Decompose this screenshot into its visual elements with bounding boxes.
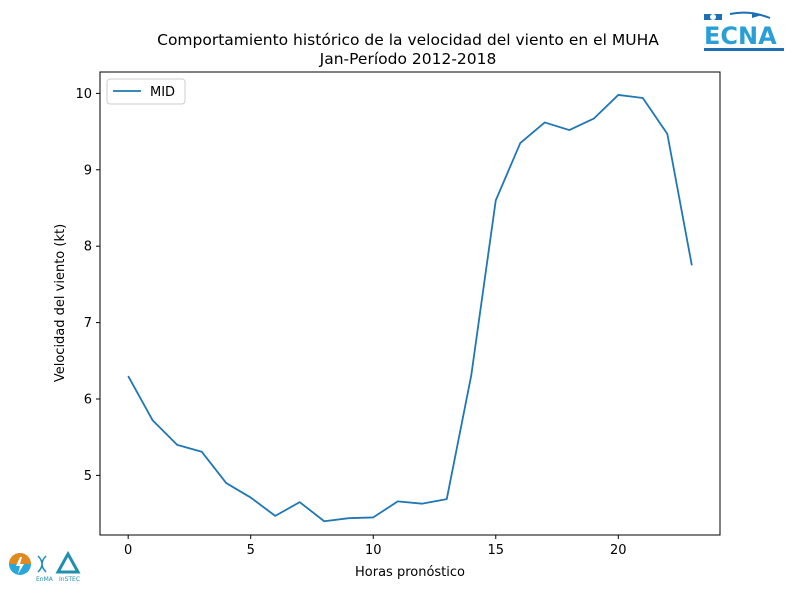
- x-axis-label: Horas pronóstico: [355, 565, 465, 580]
- series-line-mid: [127, 94, 693, 523]
- y-axis-ticks: 5 6 7 8 9 10: [75, 87, 100, 484]
- ecna-logo: ECNA: [700, 8, 788, 56]
- series-layer: [127, 94, 693, 523]
- ecna-logo-text: ECNA: [704, 22, 777, 50]
- y-tick-label: 7: [84, 316, 92, 331]
- x-tick-label: 20: [610, 543, 627, 558]
- x-tick-label: 15: [487, 543, 504, 558]
- y-tick-label: 10: [75, 87, 92, 102]
- ecna-logo-mark: ECNA: [704, 11, 784, 51]
- x-tick-label: 0: [124, 543, 132, 558]
- y-axis-label: Velocidad del viento (kt): [53, 224, 68, 382]
- enma-instec-logo-mark: EnMA InSTEC: [9, 550, 81, 583]
- y-tick-label: 9: [84, 163, 92, 178]
- instec-logo-text: InSTEC: [59, 576, 80, 583]
- y-tick-label: 8: [84, 240, 92, 255]
- y-tick-label: 5: [84, 469, 92, 484]
- legend-box: [106, 78, 186, 105]
- enma-logo-text: EnMA: [36, 576, 54, 583]
- x-axis-ticks: 0 5 10 15 20: [124, 535, 627, 558]
- enma-instec-logos: EnMA InSTEC: [6, 548, 90, 584]
- legend-label-mid: MID: [150, 85, 175, 100]
- plot-area: [99, 71, 721, 536]
- chart-title: Comportamiento histórico de la velocidad…: [157, 31, 659, 49]
- x-tick-label: 10: [365, 543, 382, 558]
- legend: MID: [106, 78, 186, 105]
- x-tick-label: 5: [247, 543, 255, 558]
- y-tick-label: 6: [84, 393, 92, 408]
- chart-subtitle: Jan-Período 2012-2018: [319, 50, 497, 68]
